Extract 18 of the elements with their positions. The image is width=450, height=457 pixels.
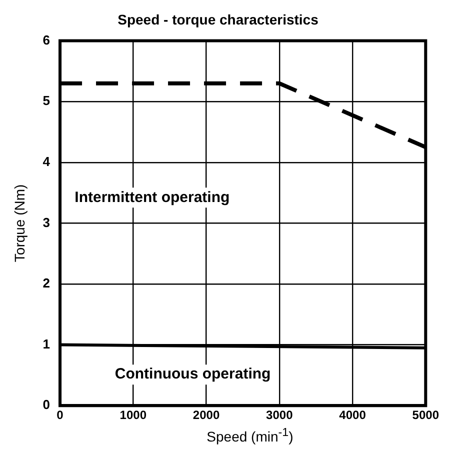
x-tick-label: 2000 [192,408,220,422]
y-axis-title: Torque (Nm) [11,184,28,262]
x-tick-label: 3000 [266,408,294,422]
y-tick-label: 2 [42,276,50,291]
chart-title: Speed - torque characteristics [118,11,319,28]
x-tick-label: 0 [56,408,64,422]
x-tick-label: 4000 [339,408,366,422]
y-tick-label: 0 [42,397,50,412]
y-tick-label: 4 [42,154,51,169]
x-tick-label: 5000 [412,408,440,422]
x-axis-title: Speed (min$^{-1}$) [206,426,294,445]
annotation: Intermittent operating [74,188,230,206]
y-tick-label: 1 [42,336,50,352]
y-tick-label: 3 [42,214,50,230]
annotation: Continuous operating [114,366,271,383]
x-tick-label: 1000 [120,408,147,422]
y-tick-label: 5 [42,93,50,108]
y-tick-label: 6 [42,32,50,48]
